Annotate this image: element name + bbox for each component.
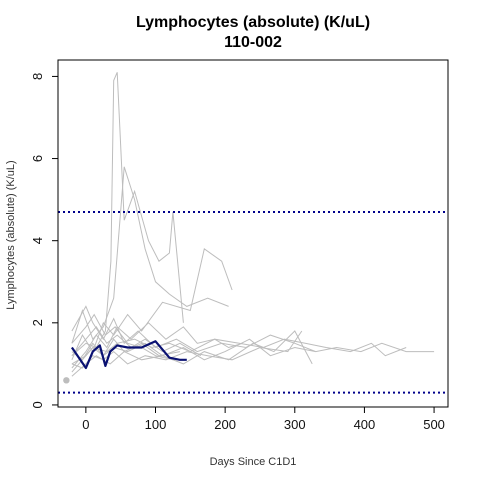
chart-title: Lymphocytes (absolute) (K/uL) — [136, 14, 370, 31]
background-series-line-7 — [71, 330, 313, 377]
baseline-point — [63, 377, 70, 384]
y-tick-label-8: 8 — [30, 73, 45, 80]
x-tick-label-400: 400 — [354, 417, 376, 432]
x-tick-label-100: 100 — [145, 417, 167, 432]
plot-layer: 0 100 200 300 400 500 0 2 4 6 8 — [30, 59, 449, 432]
highlight-series-line — [70, 340, 187, 370]
background-series-line-1 — [71, 72, 184, 357]
background-series-line-5 — [71, 338, 407, 365]
x-tick-label-200: 200 — [214, 417, 236, 432]
x-tick-label-0: 0 — [82, 417, 89, 432]
y-tick-label-6: 6 — [30, 155, 45, 162]
y-tick-label-2: 2 — [30, 319, 45, 326]
x-axis-label: Days Since C1D1 — [210, 456, 297, 468]
background-series-line-6 — [71, 338, 435, 361]
y-tick-label-4: 4 — [30, 237, 45, 244]
chart-subtitle: 110-002 — [224, 34, 282, 51]
background-series-line-11 — [71, 338, 180, 373]
x-tick-label-500: 500 — [423, 417, 445, 432]
background-series-line-8 — [71, 305, 316, 353]
y-axis-label: Lymphocytes (absolute) (K/uL) — [5, 160, 17, 309]
background-series-line-2 — [71, 166, 229, 344]
plot-frame — [57, 59, 449, 408]
background-series-line-9 — [71, 330, 303, 369]
background-series-line-12 — [71, 313, 174, 361]
x-tick-label-300: 300 — [284, 417, 306, 432]
y-tick-label-0: 0 — [30, 401, 45, 408]
background-series-line-10 — [71, 326, 202, 357]
